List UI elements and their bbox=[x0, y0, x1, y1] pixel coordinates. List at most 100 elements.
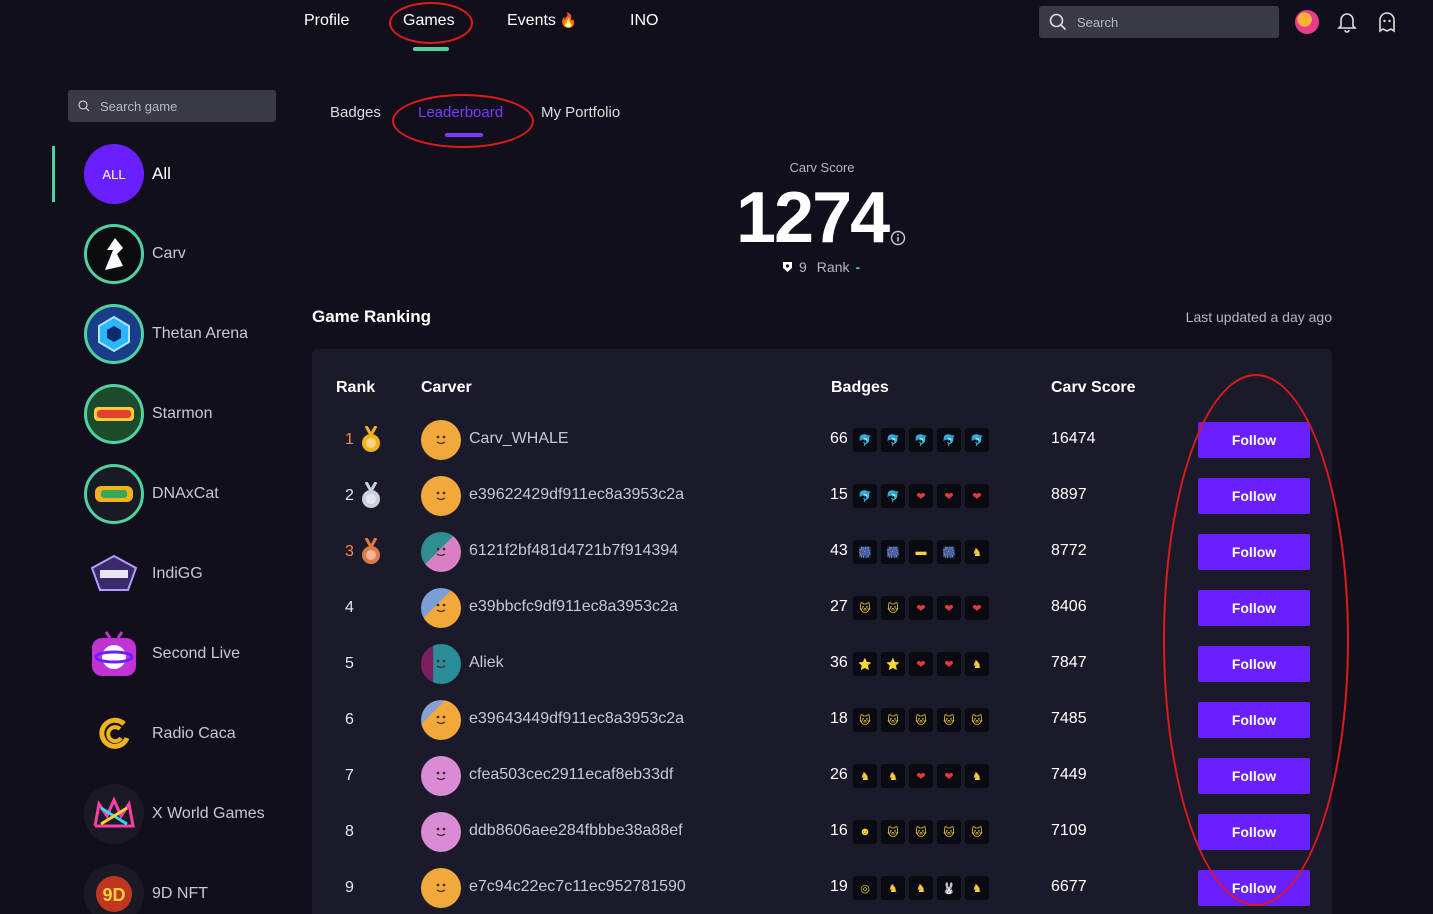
carver-avatar[interactable] bbox=[421, 588, 461, 628]
carver-name[interactable]: e7c94c22ec7c11ec952781590 bbox=[469, 878, 686, 895]
badge-icon[interactable]: ❤ bbox=[909, 596, 933, 620]
badge-icon[interactable]: ❤ bbox=[909, 652, 933, 676]
sidebar-item-9d-nft[interactable]: 9D 9D NFT bbox=[84, 864, 208, 914]
badge-icon[interactable]: 🐬 bbox=[853, 428, 877, 452]
badge-icon[interactable]: 🐱 bbox=[937, 708, 961, 732]
tab-my-portfolio[interactable]: My Portfolio bbox=[541, 104, 621, 121]
follow-button[interactable]: Follow bbox=[1198, 646, 1310, 682]
badge-icon[interactable]: 🎆 bbox=[881, 540, 905, 564]
sidebar-item-second-live[interactable]: Second Live bbox=[84, 624, 240, 684]
carver-name[interactable]: Carv_WHALE bbox=[469, 430, 569, 447]
game-search-box[interactable] bbox=[68, 90, 276, 122]
carver-avatar[interactable] bbox=[421, 868, 461, 908]
badge-icon[interactable]: ⭐ bbox=[881, 652, 905, 676]
nav-events[interactable]: Events 🔥 bbox=[507, 12, 577, 30]
sidebar-item-starmon[interactable]: Starmon bbox=[84, 384, 212, 444]
info-icon[interactable] bbox=[890, 230, 906, 246]
carver-name[interactable]: e39bbcfc9df911ec8a3953c2a bbox=[469, 598, 678, 615]
nav-games[interactable]: Games bbox=[403, 12, 455, 29]
badge-icon[interactable]: ❤ bbox=[937, 764, 961, 788]
badge-icon[interactable]: 🐱 bbox=[937, 820, 961, 844]
sidebar-item-thetan-arena[interactable]: Thetan Arena bbox=[84, 304, 248, 364]
ghost-icon[interactable] bbox=[1377, 11, 1397, 33]
sidebar-item-indigg[interactable]: IndiGG bbox=[84, 544, 203, 604]
badge-icon[interactable]: ♞ bbox=[965, 652, 989, 676]
carver-name[interactable]: 6121f2bf481d4721b7f914394 bbox=[469, 542, 679, 559]
carver-avatar[interactable] bbox=[421, 644, 461, 684]
badge-icon[interactable]: ♞ bbox=[965, 764, 989, 788]
badge-icon[interactable]: ❤ bbox=[937, 652, 961, 676]
badge-icon[interactable]: 🐬 bbox=[853, 484, 877, 508]
badge-icon[interactable]: 🐱 bbox=[853, 708, 877, 732]
carver-avatar[interactable] bbox=[421, 476, 461, 516]
badge-icon[interactable]: 🐬 bbox=[881, 428, 905, 452]
user-avatar[interactable] bbox=[1295, 10, 1319, 34]
carver-avatar[interactable] bbox=[421, 420, 461, 460]
badge-icon[interactable]: 🎆 bbox=[937, 540, 961, 564]
badge-icon[interactable]: 🐱 bbox=[909, 708, 933, 732]
badge-icon[interactable]: ❤ bbox=[965, 484, 989, 508]
badge-icon[interactable]: 🐰 bbox=[937, 876, 961, 900]
badge-icon[interactable]: ◎ bbox=[853, 876, 877, 900]
carver-name[interactable]: ddb8606aee284fbbbe38a88ef bbox=[469, 822, 683, 839]
follow-button[interactable]: Follow bbox=[1198, 478, 1310, 514]
badge-icon[interactable]: ♞ bbox=[881, 876, 905, 900]
carver-avatar[interactable] bbox=[421, 700, 461, 740]
badge-icon[interactable]: ♞ bbox=[965, 876, 989, 900]
badge-icon[interactable]: 🐱 bbox=[881, 596, 905, 620]
sidebar-item-all[interactable]: ALL All bbox=[84, 144, 171, 204]
badge-icon[interactable]: ❤ bbox=[965, 596, 989, 620]
badge-icon[interactable]: 🐱 bbox=[853, 596, 877, 620]
badge-icon[interactable]: ❤ bbox=[909, 764, 933, 788]
follow-button[interactable]: Follow bbox=[1198, 422, 1310, 458]
badge-icon[interactable]: 🎆 bbox=[853, 540, 877, 564]
game-search-input[interactable] bbox=[100, 98, 276, 114]
badge-icon[interactable]: 🐱 bbox=[965, 820, 989, 844]
follow-button[interactable]: Follow bbox=[1198, 702, 1310, 738]
badge-icon[interactable]: ☻ bbox=[853, 820, 877, 844]
follow-button[interactable]: Follow bbox=[1198, 814, 1310, 850]
tab-badges[interactable]: Badges bbox=[330, 104, 381, 121]
badge-icon[interactable]: 🐬 bbox=[881, 484, 905, 508]
sidebar-item-carv[interactable]: Carv bbox=[84, 224, 186, 284]
carver-avatar[interactable] bbox=[421, 532, 461, 572]
nav-profile[interactable]: Profile bbox=[304, 12, 350, 29]
nav-ino[interactable]: INO bbox=[630, 12, 659, 29]
top-search-box[interactable] bbox=[1039, 6, 1279, 38]
sidebar-item-radio-caca[interactable]: Radio Caca bbox=[84, 704, 236, 764]
follow-button[interactable]: Follow bbox=[1198, 534, 1310, 570]
carver-name[interactable]: e39643449df911ec8a3953c2a bbox=[469, 710, 685, 727]
badge-icon[interactable]: 🐱 bbox=[881, 820, 905, 844]
sidebar-item-dnaxcat[interactable]: DNAxCat bbox=[84, 464, 219, 524]
badge-icon[interactable]: 🐬 bbox=[909, 428, 933, 452]
carver-name[interactable]: cfea503cec2911ecaf8eb33df bbox=[469, 766, 674, 783]
rank-cell: 9 bbox=[345, 879, 354, 896]
badge-icon[interactable]: ▬ bbox=[909, 540, 933, 564]
badge-icon[interactable]: 🐬 bbox=[965, 428, 989, 452]
badge-icon[interactable]: ⭐ bbox=[853, 652, 877, 676]
follow-button[interactable]: Follow bbox=[1198, 590, 1310, 626]
badge-icon[interactable]: ♞ bbox=[965, 540, 989, 564]
top-search-input[interactable] bbox=[1077, 14, 1257, 30]
carv-logo-icon bbox=[84, 224, 144, 284]
carver-name[interactable]: Aliek bbox=[469, 654, 504, 671]
badge-icon[interactable]: ❤ bbox=[937, 596, 961, 620]
badge-icon[interactable]: ❤ bbox=[937, 484, 961, 508]
badge-icon[interactable]: 🐱 bbox=[965, 708, 989, 732]
tab-leaderboard[interactable]: Leaderboard bbox=[418, 104, 504, 121]
badge-icon[interactable]: ♞ bbox=[853, 764, 877, 788]
badge-icon[interactable]: 🐱 bbox=[881, 708, 905, 732]
badge-icon[interactable]: 🐬 bbox=[937, 428, 961, 452]
follow-button[interactable]: Follow bbox=[1198, 758, 1310, 794]
bell-icon[interactable] bbox=[1337, 11, 1357, 33]
badge-icon[interactable]: ❤ bbox=[909, 484, 933, 508]
carver-avatar[interactable] bbox=[421, 756, 461, 796]
carver-name[interactable]: e39622429df911ec8a3953c2a bbox=[469, 486, 685, 503]
radio-caca-logo-icon bbox=[84, 704, 144, 764]
carver-avatar[interactable] bbox=[421, 812, 461, 852]
follow-button[interactable]: Follow bbox=[1198, 870, 1310, 906]
badge-icon[interactable]: ♞ bbox=[881, 764, 905, 788]
badge-icon[interactable]: ♞ bbox=[909, 876, 933, 900]
badge-icon[interactable]: 🐱 bbox=[909, 820, 933, 844]
sidebar-item-x-world-games[interactable]: X World Games bbox=[84, 784, 265, 844]
